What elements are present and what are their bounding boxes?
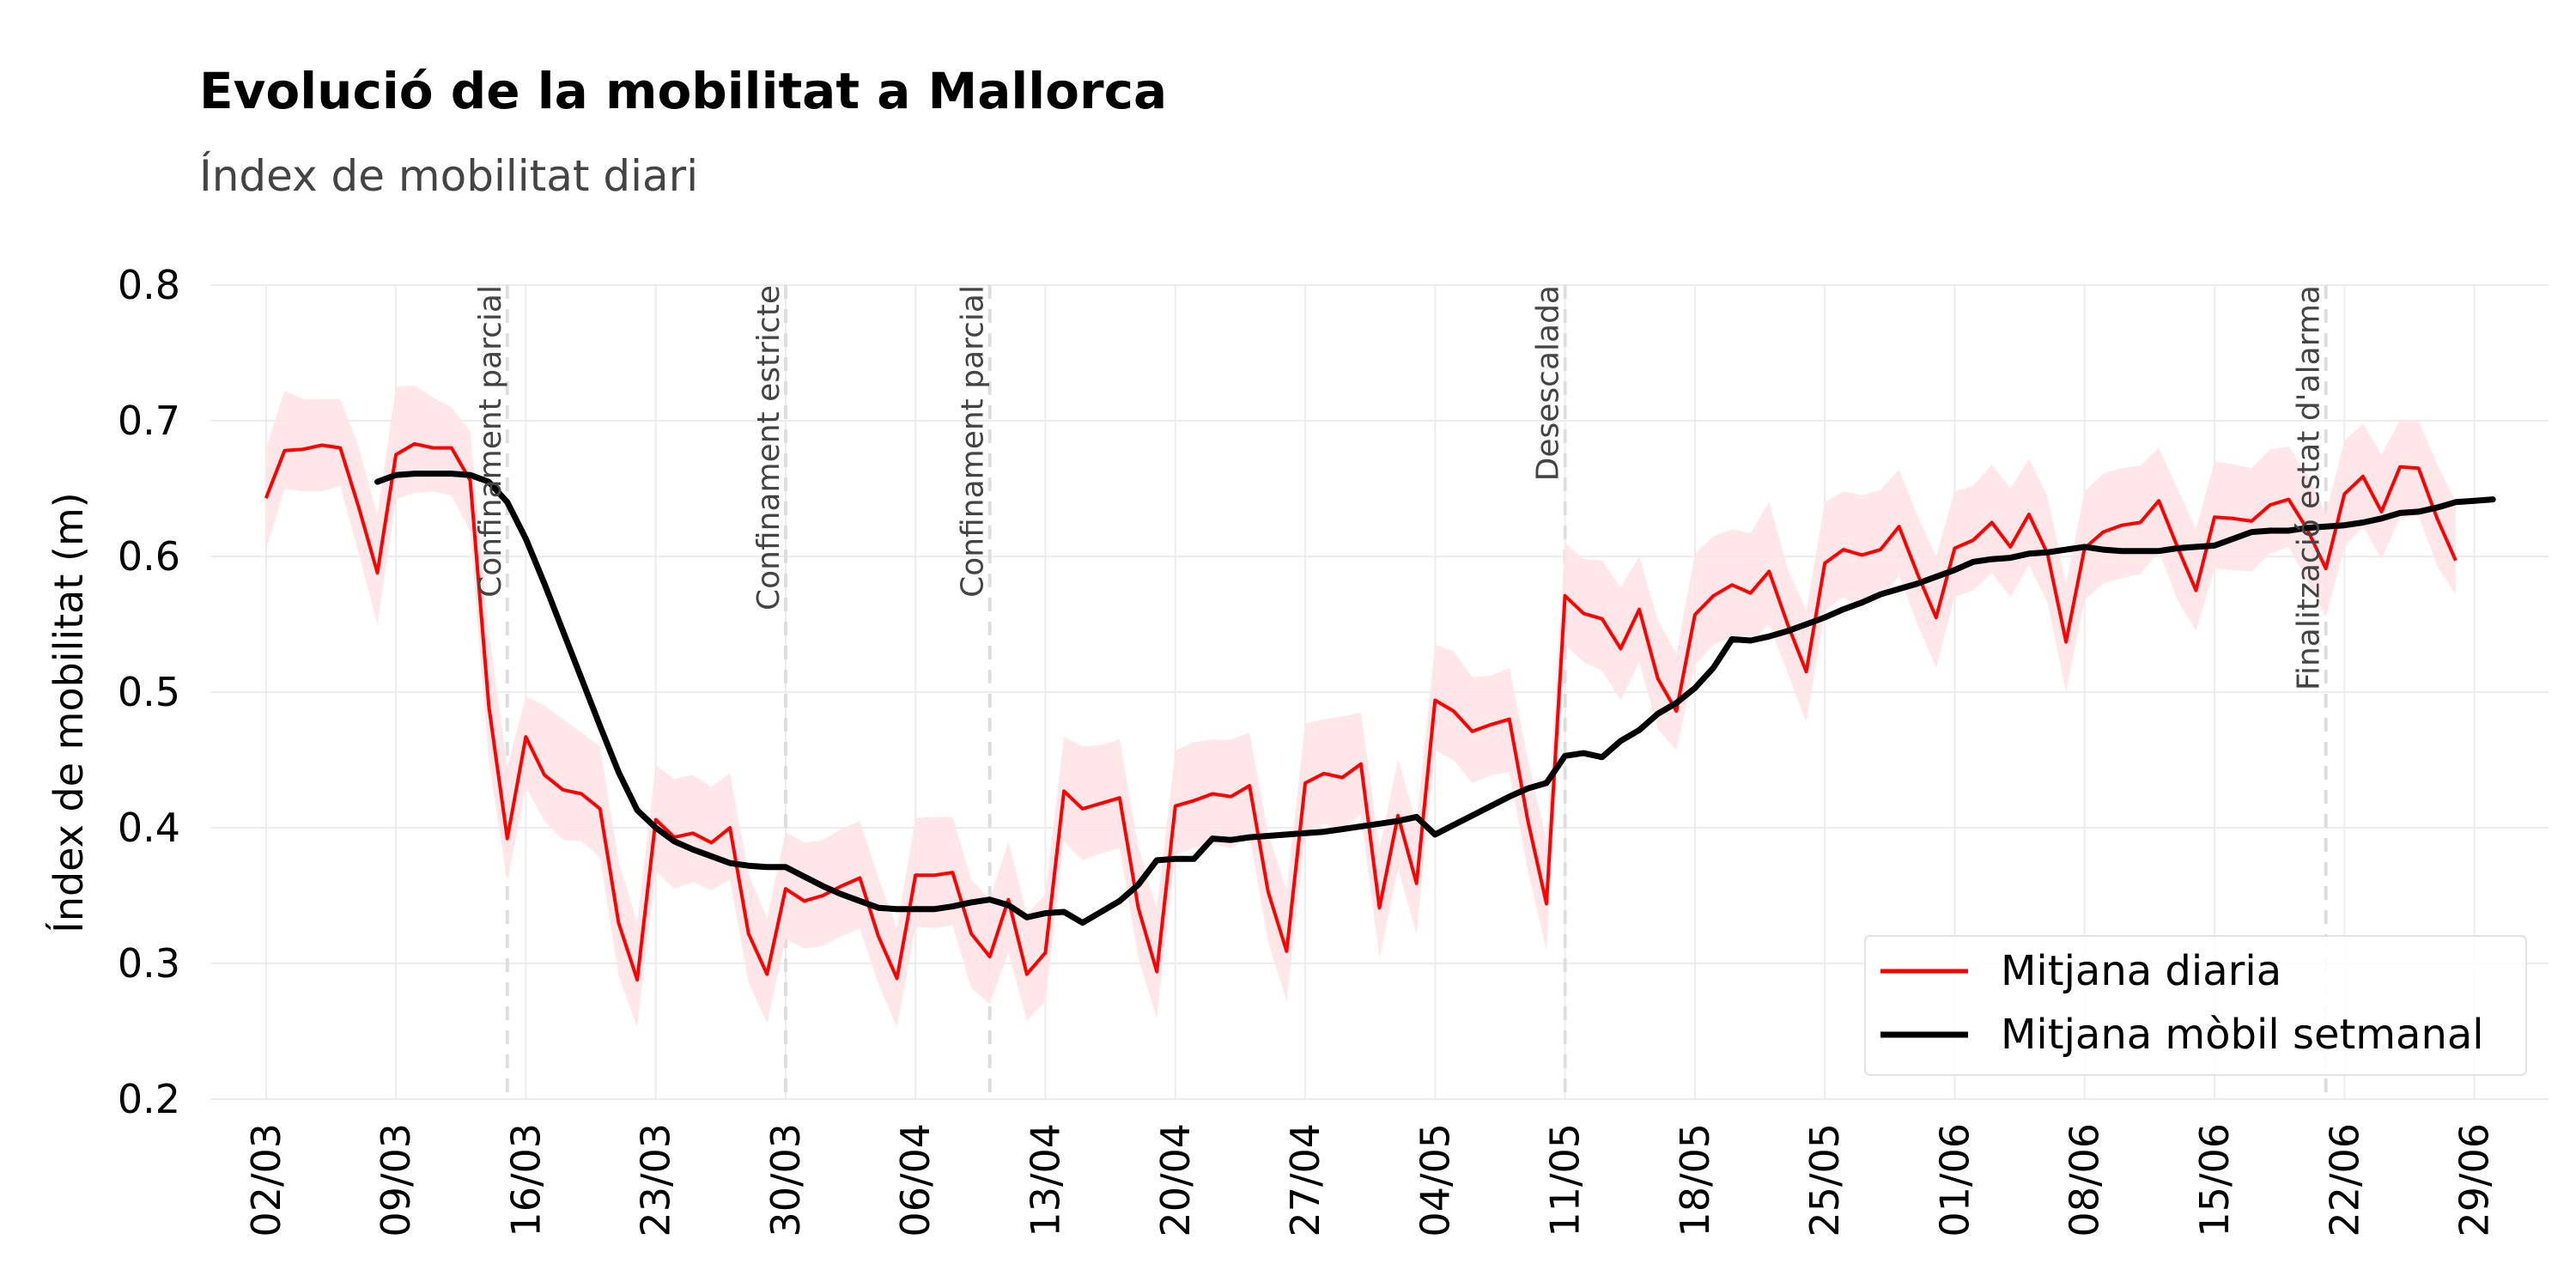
x-tick-label: 08/06 [2062, 1123, 2108, 1237]
daily-mean-line [264, 441, 2458, 981]
y-tick-label: 0.6 [118, 533, 180, 580]
x-tick-label: 15/06 [2191, 1123, 2238, 1237]
x-tick-label: 22/06 [2321, 1123, 2367, 1237]
y-tick-label: 0.3 [118, 940, 180, 987]
event-label: Confinament parcial [473, 285, 508, 598]
x-tick-label: 29/06 [2451, 1123, 2498, 1237]
legend-weekly-label: Mitjana mòbil setmanal [2001, 1011, 2484, 1059]
event-label: Desescalada [1531, 285, 1566, 481]
event-label: Confinament parcial [956, 285, 991, 598]
x-axis-ticks: 02/03 09/03 16/03 23/03 30/03 06/04 13/04 20/04… [243, 1123, 2498, 1237]
event-label: Finalització estat d'alarma [2292, 285, 2327, 690]
x-tick-label: 20/04 [1152, 1123, 1199, 1237]
y-tick-label: 0.7 [118, 398, 180, 444]
x-tick-label: 02/03 [243, 1123, 289, 1237]
series-layer [264, 441, 2496, 981]
x-tick-label: 30/03 [762, 1123, 809, 1237]
x-tick-label: 11/05 [1542, 1123, 1589, 1237]
chart-subtitle: Índex de mobilitat diari [199, 150, 698, 201]
y-axis-label: Índex de mobilitat (m) [46, 492, 92, 933]
x-tick-label: 16/03 [502, 1123, 549, 1237]
y-tick-label: 0.2 [118, 1076, 180, 1122]
x-tick-label: 06/04 [892, 1123, 939, 1237]
y-tick-label: 0.5 [118, 669, 180, 715]
event-label: Confinament estricte [751, 285, 787, 611]
y-tick-label: 0.8 [118, 262, 180, 308]
legend-box [1864, 935, 2527, 1076]
x-tick-label: 23/03 [633, 1123, 679, 1237]
x-tick-label: 01/06 [1931, 1123, 1978, 1237]
x-tick-label: 25/05 [1801, 1123, 1848, 1237]
x-tick-label: 27/04 [1282, 1123, 1328, 1237]
y-tick-label: 0.4 [118, 805, 180, 851]
legend: Mitjana diaria Mitjana mòbil setmanal [1864, 935, 2527, 1076]
weekly-rolling-mean-line [374, 471, 2496, 927]
event-labels: Confinament parcial Confinament estricte C… [473, 285, 2327, 690]
chart-title: Evolució de la mobilitat a Mallorca [199, 62, 1167, 120]
x-tick-label: 09/03 [373, 1123, 419, 1237]
y-axis-ticks: 0.2 0.3 0.4 0.5 0.6 0.7 0.8 [118, 262, 180, 1122]
x-tick-label: 18/05 [1672, 1123, 1718, 1237]
x-tick-label: 13/04 [1023, 1123, 1069, 1237]
x-tick-label: 04/05 [1412, 1123, 1458, 1237]
legend-daily-label: Mitjana diaria [2001, 947, 2281, 995]
